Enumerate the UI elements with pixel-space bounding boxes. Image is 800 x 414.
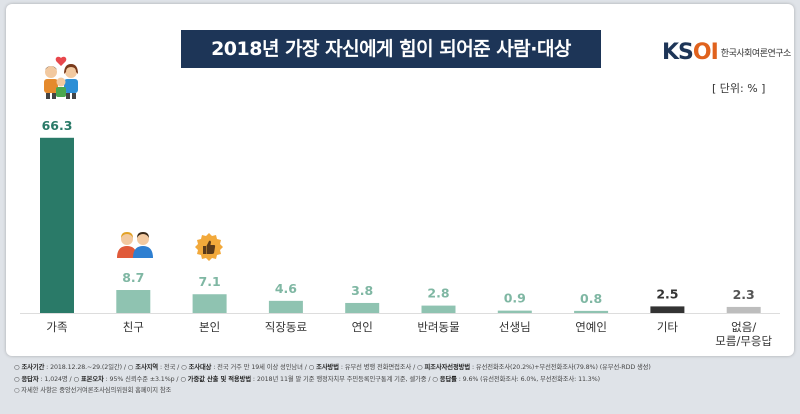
logo-mark: KSOI <box>662 39 719 65</box>
bar-5 <box>421 305 456 313</box>
unit-label: [ 단위: % ] <box>712 82 766 95</box>
footer-item: ○ 피조사자선정방법 : 유선전화조사(20.2%)+무선전화조사(79.8%)… <box>417 364 651 371</box>
thumbs-up-icon <box>195 233 223 261</box>
category-label-9: 모름/무응답 <box>715 334 772 348</box>
footer-line-2: ○ 응답자 : 1,024명 / ○ 표본오차 : 95% 신뢰수준 ±3.1%… <box>14 374 794 386</box>
value-label-9: 2.3 <box>733 287 755 302</box>
family-icon <box>44 56 78 99</box>
logo-text: 한국사회여론연구소 <box>720 48 792 59</box>
value-label-1: 8.7 <box>122 270 144 285</box>
category-label-6: 선생님 <box>499 320 531 334</box>
footer-item: ○ 응답자 : 1,024명 / <box>14 375 74 383</box>
category-label-1: 친구 <box>123 320 144 334</box>
value-label-7: 0.8 <box>580 291 602 306</box>
friends-icon <box>117 232 153 258</box>
category-label-0: 가족 <box>46 320 67 334</box>
ksoi-logo: KSOI 한국사회여론연구소 <box>662 39 792 65</box>
category-label-4: 연인 <box>352 320 373 334</box>
category-label-8: 기타 <box>657 320 679 334</box>
value-label-3: 4.6 <box>275 281 297 296</box>
bar-6 <box>497 310 532 313</box>
bar-0 <box>40 137 74 313</box>
bar-1 <box>116 290 151 313</box>
value-label-6: 0.9 <box>504 291 526 306</box>
footer-item: ○ 조사기간 : 2018.12.28.~29.(2일간) / <box>14 364 128 371</box>
value-label-4: 3.8 <box>351 283 373 298</box>
value-label-2: 7.1 <box>199 274 221 289</box>
bar-3 <box>268 300 303 313</box>
footer-item: ○ 가중값 산출 및 적용방법 : 2018년 11월 말 기준 행정자치부 주… <box>180 375 433 383</box>
footer-item: ○ 조사지역 : 전국 / <box>127 364 182 371</box>
category-label-2: 본인 <box>199 320 220 334</box>
bar-8 <box>650 306 685 313</box>
footer-item: ○ 조사대상 : 전국 거주 만 19세 이상 성인남녀 / <box>181 364 309 371</box>
category-label-3: 직장동료 <box>265 320 307 334</box>
bar-4 <box>345 302 380 313</box>
bar-7 <box>574 310 609 313</box>
footer-line-3: ○ 자세한 사항은 중앙선거여론조사심의위원회 홈페이지 참조 <box>14 387 172 394</box>
value-label-5: 2.8 <box>427 286 449 301</box>
footer-item: ○ 표본오차 : 95% 신뢰수준 ±3.1%p / <box>73 375 181 383</box>
footer-line-1: ○ 조사기간 : 2018.12.28.~29.(2일간) / ○ 조사지역 :… <box>14 362 794 374</box>
category-label-5: 반려동물 <box>417 320 459 334</box>
value-label-0: 66.3 <box>42 118 73 133</box>
category-label-9: 없음/ <box>731 320 756 334</box>
footer-item: ○ 응답률 : 9.6% (유선전화조사: 6.0%, 무선전화조사: 11.3… <box>432 375 600 383</box>
bar-2 <box>192 294 227 313</box>
bar-chart: 66.3 가족 8.7 친구 7.1 본인 4.6 직장동료 3.8 연인 2.8 반려동물 0.9 선생… <box>20 118 780 348</box>
value-label-8: 2.5 <box>656 286 678 301</box>
chart-title: 2018년 가장 자신에게 힘이 되어준 사람·대상 <box>181 30 601 68</box>
footer-item: ○ 조사방법 : 유무선 병행 전화면접조사 / <box>308 364 417 371</box>
category-label-7: 연예인 <box>575 320 607 334</box>
survey-footer: ○ 조사기간 : 2018.12.28.~29.(2일간) / ○ 조사지역 :… <box>14 362 794 397</box>
bar-9 <box>726 306 761 313</box>
